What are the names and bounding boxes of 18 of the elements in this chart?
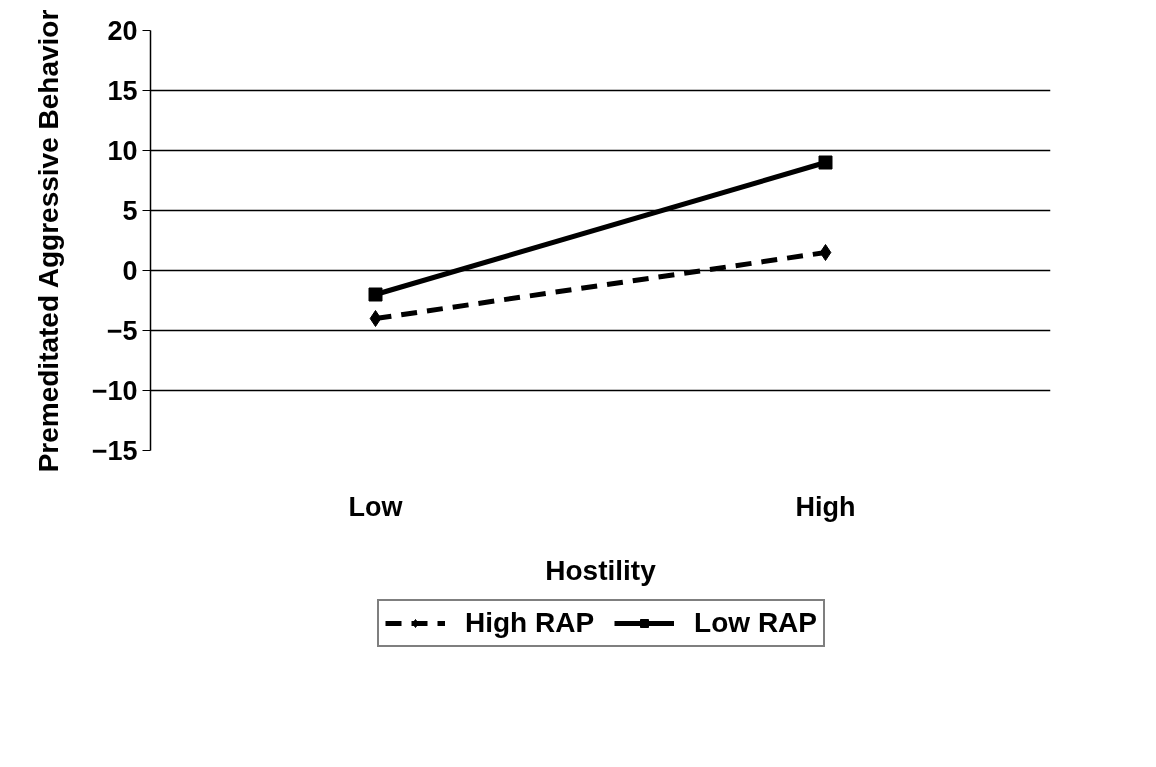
legend-label: High RAP [465, 607, 595, 639]
point [368, 287, 383, 302]
x-axis-title: Hostility [545, 554, 657, 586]
y-tick-label: −5 [106, 316, 138, 346]
y-tick-label: −15 [91, 436, 138, 466]
y-tick-label: −10 [91, 376, 138, 406]
x-tick-label: Low [348, 491, 404, 522]
point [818, 155, 833, 170]
point [819, 244, 832, 261]
legend-label: Low RAP [694, 607, 817, 639]
y-axis-title: Premeditated Aggressive Behavior [32, 9, 64, 473]
y-tick-label: 10 [107, 136, 138, 166]
y-tick-label: 5 [122, 196, 138, 226]
y-tick-label: 0 [122, 256, 138, 286]
point [369, 310, 382, 327]
y-tick-label: 15 [107, 76, 138, 106]
y-tick-label: 20 [107, 16, 138, 46]
x-tick-label: High [795, 491, 856, 522]
